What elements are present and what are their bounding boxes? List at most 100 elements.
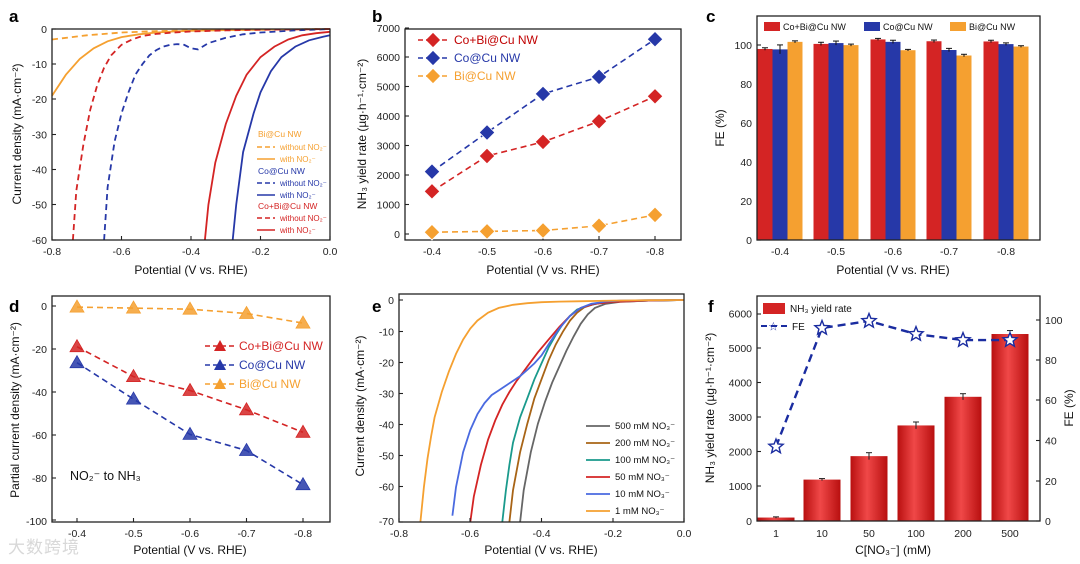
panel-a-ytick: -20	[32, 94, 47, 106]
panel-f-y2tick: 60	[1045, 395, 1057, 407]
panel-f-ylabel: NH₃ yield rate (µg·h⁻¹·cm⁻²)	[703, 333, 717, 483]
panel-d-ylabel: Partial current density (mA·cm⁻²)	[8, 322, 22, 498]
panel-a-ytick: 0	[41, 24, 47, 36]
panel-a-legend-without: without NO₂⁻	[279, 179, 327, 188]
panel-c-legend-co: Co@Cu NW	[883, 22, 933, 32]
panel-c-ytick: 20	[740, 196, 752, 208]
panel-b: b -0.4 -0.5 -0.6 -0.7 -0.8 0 1000 2000 3…	[355, 7, 682, 277]
panel-c-bar	[828, 43, 844, 241]
panel-e-ytick: -40	[379, 420, 394, 432]
panel-c-frame	[756, 15, 1041, 241]
panel-c-xtick: -0.7	[940, 246, 958, 258]
panel-d-legend-co: Co@Cu NW	[239, 358, 306, 372]
panel-c-bar	[926, 41, 942, 240]
panel-b-data-point	[590, 112, 608, 130]
panel-a-legend-with: with NO₂⁻	[279, 155, 316, 164]
panel-f-frame	[756, 295, 1041, 522]
panel-f-xlabel: C[NO₃⁻] (mM)	[855, 543, 931, 557]
panel-f-legend: NH₃ yield rate ☆ FE	[761, 303, 852, 334]
panel-b-ytick: 0	[394, 229, 400, 241]
panel-b-legend: Co+Bi@Cu NW Co@Cu NW Bi@Cu NW	[418, 32, 539, 84]
panel-a-legend-cobi: Co+Bi@Cu NW	[258, 201, 317, 211]
panel-c-ylabel: FE (%)	[713, 109, 727, 146]
panel-f-bar	[850, 456, 888, 521]
panel-c-bar	[998, 44, 1014, 240]
panel-f-ytick: 4000	[729, 378, 753, 390]
panel-f-xtick: 1	[773, 528, 779, 540]
panel-e-legend-10: 10 mM NO₃⁻	[615, 489, 670, 500]
panel-c-legend-swatch	[950, 22, 966, 31]
panel-c-ytick: 60	[740, 118, 752, 130]
panel-f-y2tick: 0	[1045, 516, 1051, 528]
panel-a-ytick: -50	[32, 200, 47, 212]
panel-a-ytick: -40	[32, 165, 47, 177]
panel-c-xlabel: Potential (V vs. RHE)	[836, 263, 949, 277]
panel-f-label: f	[708, 297, 714, 316]
panel-b-data-point	[423, 223, 441, 241]
panel-b-xtick: -0.4	[423, 246, 441, 258]
panel-d-data-point	[69, 354, 85, 369]
panel-c-xtick: -0.8	[997, 246, 1015, 258]
panel-e-ylabel: Current density (mA·cm⁻²)	[353, 335, 367, 476]
panel-f-fe-point	[860, 311, 878, 329]
panel-b-data-point	[423, 182, 441, 200]
panel-d-legend-marker	[214, 359, 226, 370]
panel-a-label: a	[9, 7, 19, 26]
panel-f-xtick: 10	[816, 528, 828, 540]
panel-b-legend-marker	[425, 50, 441, 66]
panel-c: c -0.4 -0.5 -0.6 -0.7 -0.8 0 20 40 60 80…	[706, 7, 1041, 277]
panel-d-ytick: -40	[32, 387, 47, 399]
panel-c-ytick: 100	[734, 40, 752, 52]
panel-c-bar	[983, 41, 999, 240]
panel-b-legend-cobi: Co+Bi@Cu NW	[454, 33, 539, 47]
panel-a-xtick: -0.6	[112, 246, 130, 258]
panel-a-legend: Bi@Cu NW without NO₂⁻ with NO₂⁻ Co@Cu NW…	[257, 129, 327, 235]
panel-f-xtick: 50	[863, 528, 875, 540]
panel-a-frame	[51, 28, 331, 241]
panel-f-ytick: 3000	[729, 412, 753, 424]
panel-b-data-point	[534, 133, 552, 151]
panel-b-data-point	[423, 163, 441, 180]
panel-e-ytick: -20	[379, 358, 394, 370]
panel-d-ytick: 0	[41, 301, 47, 313]
panel-f-y2label: FE (%)	[1062, 389, 1076, 426]
panel-a: a -0.8 -0.6 -0.4 -0.2 0.0 0 -10 -20 -30 …	[9, 7, 337, 277]
panel-b-ytick: 1000	[377, 200, 401, 212]
panel-f-legend-swatch	[763, 303, 785, 314]
panel-c-ytick: 40	[740, 157, 752, 169]
panel-f-bar	[991, 334, 1029, 521]
panel-d-ytick: -80	[32, 473, 47, 485]
panel-f-fe-point	[813, 318, 831, 336]
panel-a-series-line	[231, 34, 331, 241]
panel-f-ytick: 6000	[729, 309, 753, 321]
panel-d-data-point	[69, 338, 85, 353]
panel-b-label: b	[372, 7, 382, 26]
panel-b-ytick: 5000	[377, 82, 401, 94]
panel-d-plot	[52, 299, 311, 522]
panel-b-ylabel: NH₃ yield rate (µg·h⁻¹·cm⁻²)	[355, 59, 369, 209]
panel-d-ytick: -100	[26, 516, 47, 528]
panel-a-legend-with: with NO₂⁻	[279, 226, 316, 235]
panel-f-legend-yield: NH₃ yield rate	[790, 304, 852, 315]
panel-e-series-line	[451, 299, 685, 516]
panel-a-y-ticks: 0 -10 -20 -30 -40 -50 -60	[32, 24, 47, 247]
panel-e-ytick: -10	[379, 327, 394, 339]
panel-d-ytick: -60	[32, 430, 47, 442]
panel-b-xtick: -0.8	[646, 246, 664, 258]
panel-c-xtick: -0.4	[771, 246, 789, 258]
panel-b-data-point	[534, 85, 552, 103]
panel-d-data-point	[182, 382, 198, 396]
panel-e-series-line	[519, 299, 685, 523]
panel-c-bar	[772, 49, 788, 240]
panel-d-legend: Co+Bi@Cu NW Co@Cu NW Bi@Cu NW	[205, 339, 324, 391]
panel-a-xtick: -0.2	[251, 246, 269, 258]
panel-c-bar	[813, 43, 829, 241]
panel-a-xtick: 0.0	[323, 246, 338, 258]
panel-d-xlabel: Potential (V vs. RHE)	[133, 543, 246, 557]
panel-e-xtick: 0.0	[677, 528, 692, 540]
panel-b-data-point	[478, 147, 496, 165]
panel-a-ytick: -60	[32, 235, 47, 247]
panel-d-label: d	[9, 297, 19, 316]
panel-b-xtick: -0.6	[534, 246, 552, 258]
panel-f-legend-fe: FE	[792, 322, 805, 333]
